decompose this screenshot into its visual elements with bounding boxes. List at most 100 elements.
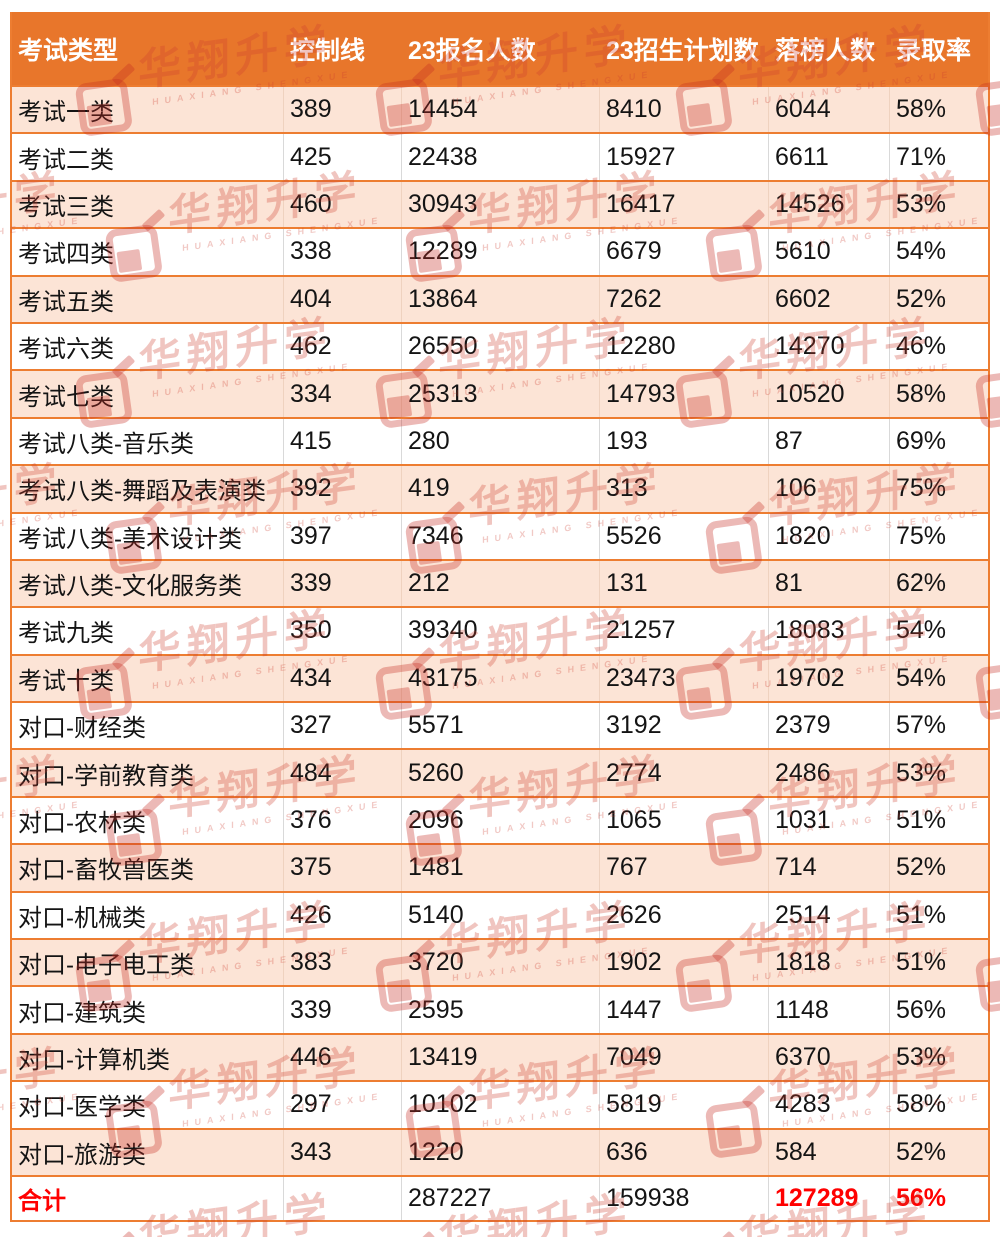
cell-rate: 71% bbox=[896, 142, 947, 171]
cell-plan: 6679 bbox=[600, 229, 769, 275]
cell-line: 375 bbox=[284, 845, 402, 891]
cell-type: 考试四类 bbox=[12, 229, 284, 275]
cell-applicants: 3720 bbox=[402, 940, 600, 986]
cell-plan: 313 bbox=[600, 466, 769, 512]
cell-failed: 6602 bbox=[769, 276, 890, 322]
cell-applicants: 39340 bbox=[402, 608, 600, 654]
cell-applicants: 26550 bbox=[402, 323, 600, 370]
cell-type: 考试十类 bbox=[12, 655, 284, 702]
cell-line: 339 bbox=[284, 987, 402, 1033]
cell-line bbox=[284, 1176, 402, 1221]
cell-plan: 3192 bbox=[600, 703, 769, 749]
cell-plan: 636 bbox=[600, 1129, 769, 1175]
cell-rate: 52% bbox=[896, 853, 947, 882]
cell-applicants: 14454 bbox=[402, 87, 600, 133]
huaxiang-logo-tick bbox=[111, 1230, 136, 1237]
table-row: 考试二类 425 22438 15927 6611 71% bbox=[12, 132, 988, 180]
cell-rate: 54% bbox=[896, 616, 947, 645]
table-row: 考试六类 462 26550 12280 14270 46% bbox=[12, 321, 988, 370]
table-row: 对口-电子电工类 383 3720 1902 1818 51% bbox=[12, 938, 988, 986]
cell-line: 484 bbox=[284, 750, 402, 796]
cell-rate: 62% bbox=[896, 569, 947, 598]
cell-rate: 51% bbox=[896, 806, 947, 835]
cell-type: 考试九类 bbox=[12, 608, 284, 654]
table-row: 考试八类-音乐类 415 280 193 87 69% bbox=[12, 416, 988, 465]
cell-applicants: 5260 bbox=[402, 750, 600, 796]
cell-applicants: 12289 bbox=[402, 229, 600, 275]
total-row: 合计 287227 159938 127289 56% bbox=[12, 1174, 988, 1223]
cell-line: 425 bbox=[284, 134, 402, 180]
cell-applicants: 280 bbox=[402, 418, 600, 465]
cell-applicants: 43175 bbox=[402, 655, 600, 702]
huaxiang-logo-tick bbox=[711, 1230, 736, 1237]
cell-applicants: 7346 bbox=[402, 513, 600, 559]
cell-failed: 1148 bbox=[769, 987, 890, 1033]
cell-type: 对口-旅游类 bbox=[12, 1129, 284, 1175]
table-row: 对口-医学类 297 10102 5819 4283 58% bbox=[12, 1080, 988, 1128]
cell-applicants: 5140 bbox=[402, 892, 600, 939]
table-row: 对口-畜牧兽医类 375 1481 767 714 52% bbox=[12, 843, 988, 891]
cell-type: 对口-畜牧兽医类 bbox=[12, 845, 284, 891]
table-row: 考试九类 350 39340 21257 18083 54% bbox=[12, 606, 988, 654]
cell-type: 合计 bbox=[12, 1176, 284, 1221]
cell-type: 对口-学前教育类 bbox=[12, 750, 284, 796]
cell-applicants: 419 bbox=[402, 466, 600, 512]
cell-line: 426 bbox=[284, 892, 402, 939]
table-row: 对口-财经类 327 5571 3192 2379 57% bbox=[12, 701, 988, 749]
cell-plan: 15927 bbox=[600, 134, 769, 180]
cell-line: 297 bbox=[284, 1082, 402, 1128]
cell-line: 446 bbox=[284, 1034, 402, 1081]
cell-type: 对口-电子电工类 bbox=[12, 940, 284, 986]
cell-plan: 131 bbox=[600, 560, 769, 607]
cell-failed: 6611 bbox=[769, 134, 890, 180]
cell-line: 327 bbox=[284, 703, 402, 749]
table-row: 考试八类-美术设计类 397 7346 5526 1820 75% bbox=[12, 511, 988, 559]
cell-rate: 53% bbox=[896, 189, 947, 218]
cell-plan: 1902 bbox=[600, 940, 769, 986]
table-header-row: 考试类型 控制线 23报名人数 23招生计划数 落榜人数 录取率 bbox=[12, 12, 988, 85]
cell-failed: 18083 bbox=[769, 608, 890, 654]
cell-applicants: 2595 bbox=[402, 987, 600, 1033]
cell-type: 对口-财经类 bbox=[12, 703, 284, 749]
header-cell-failed: 落榜人数 bbox=[775, 36, 876, 65]
cell-plan: 1065 bbox=[600, 797, 769, 844]
cell-applicants: 25313 bbox=[402, 371, 600, 417]
cell-line: 350 bbox=[284, 608, 402, 654]
cell-line: 415 bbox=[284, 418, 402, 465]
cell-line: 343 bbox=[284, 1129, 402, 1175]
cell-applicants: 287227 bbox=[402, 1176, 600, 1221]
cell-plan: 21257 bbox=[600, 608, 769, 654]
table-body: 考试一类 389 14454 8410 6044 58% 考试二类 425 22438 15927… bbox=[12, 85, 988, 1223]
cell-type: 考试六类 bbox=[12, 323, 284, 370]
cell-failed: 87 bbox=[769, 418, 890, 465]
cell-plan: 8410 bbox=[600, 87, 769, 133]
cell-plan: 193 bbox=[600, 418, 769, 465]
cell-failed: 6370 bbox=[769, 1034, 890, 1081]
cell-plan: 7049 bbox=[600, 1034, 769, 1081]
cell-plan: 12280 bbox=[600, 323, 769, 370]
cell-applicants: 13419 bbox=[402, 1034, 600, 1081]
cell-type: 考试七类 bbox=[12, 371, 284, 417]
cell-failed: 5610 bbox=[769, 229, 890, 275]
table-row: 对口-机械类 426 5140 2626 2514 51% bbox=[12, 890, 988, 939]
cell-plan: 159938 bbox=[600, 1176, 769, 1221]
cell-line: 392 bbox=[284, 466, 402, 512]
cell-failed: 106 bbox=[769, 466, 890, 512]
cell-rate: 54% bbox=[896, 663, 947, 692]
cell-type: 考试二类 bbox=[12, 134, 284, 180]
cell-type: 对口-机械类 bbox=[12, 892, 284, 939]
table-row: 对口-计算机类 446 13419 7049 6370 53% bbox=[12, 1032, 988, 1081]
cell-plan: 767 bbox=[600, 845, 769, 891]
cell-rate: 56% bbox=[896, 995, 947, 1024]
cell-plan: 7262 bbox=[600, 276, 769, 322]
cell-rate: 75% bbox=[896, 521, 947, 550]
cell-failed: 127289 bbox=[769, 1176, 890, 1221]
cell-type: 考试八类-音乐类 bbox=[12, 418, 284, 465]
cell-applicants: 1481 bbox=[402, 845, 600, 891]
table-row: 考试三类 460 30943 16417 14526 53% bbox=[12, 179, 988, 228]
cell-rate: 58% bbox=[896, 95, 947, 124]
cell-failed: 584 bbox=[769, 1129, 890, 1175]
cell-rate: 51% bbox=[896, 948, 947, 977]
cell-type: 对口-农林类 bbox=[12, 797, 284, 844]
